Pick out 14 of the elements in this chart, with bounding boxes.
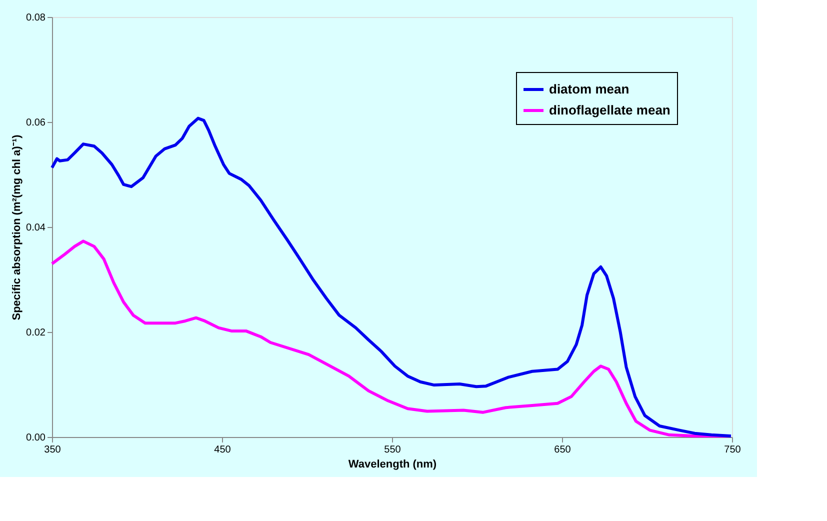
y-tick-label: 0.08 bbox=[26, 12, 46, 24]
x-tick-label: 550 bbox=[384, 444, 402, 456]
y-tick-label: 0.06 bbox=[26, 118, 46, 128]
x-tick-label: 350 bbox=[44, 444, 62, 456]
x-tick-label: 650 bbox=[554, 444, 572, 456]
x-axis-title: Wavelength (nm) bbox=[348, 458, 437, 470]
y-tick-label: 0.04 bbox=[26, 222, 46, 234]
legend-label: dinoflagellate mean bbox=[549, 102, 670, 118]
legend-label: diatom mean bbox=[549, 82, 630, 96]
y-axis-title: Specific absorption (m²(mg chl a)⁻¹) bbox=[11, 134, 24, 320]
x-tick-label: 450 bbox=[214, 444, 232, 456]
y-tick-label: 0.02 bbox=[26, 328, 46, 338]
y-tick-label: 0.00 bbox=[26, 432, 46, 444]
x-tick-label: 750 bbox=[724, 444, 742, 456]
